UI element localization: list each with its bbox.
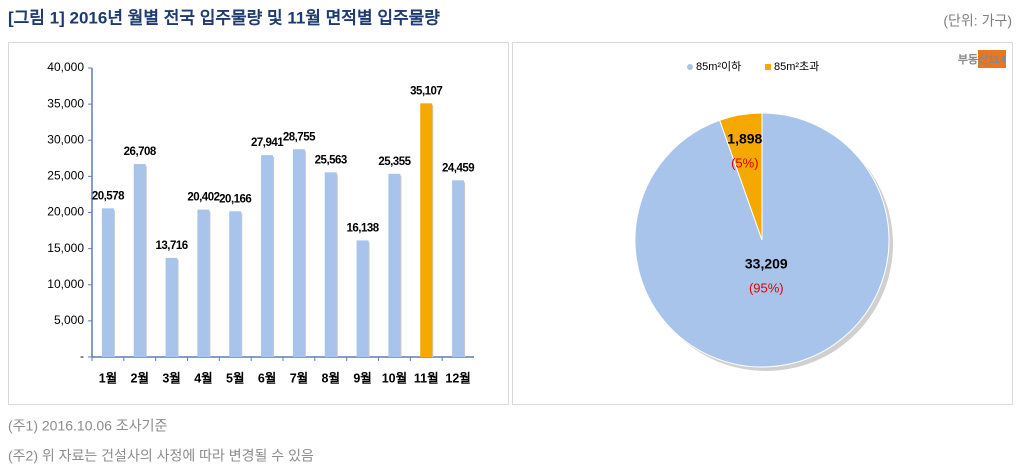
legend-label: 85m²이하 [696, 59, 741, 73]
bar [101, 208, 114, 357]
y-tick-label: 35,000 [47, 96, 84, 110]
note: (주1) 2016.10.06 조사기준 [8, 418, 167, 434]
x-tick-label: 10월 [382, 370, 407, 385]
figure-title: [그림 1] 2016년 월별 전국 입주물량 및 11월 면적별 입주물량 [8, 8, 440, 27]
x-tick-label: 8월 [322, 370, 340, 385]
x-tick-label: 9월 [353, 370, 371, 385]
data-label: 33,209 [745, 256, 788, 272]
bar [292, 149, 305, 357]
legend-swatch [765, 64, 771, 70]
x-tick-label: 11월 [414, 370, 439, 385]
bar [356, 240, 369, 357]
data-label: 13,716 [155, 240, 187, 252]
y-tick-label: 25,000 [47, 169, 84, 183]
data-label: 25,355 [378, 156, 411, 168]
bar [388, 173, 401, 357]
bar [133, 164, 146, 357]
bar [324, 172, 337, 357]
unit-label: (단위: 가구) [943, 13, 1012, 29]
x-tick-label: 1월 [99, 370, 117, 385]
data-label: 26,708 [124, 146, 157, 158]
x-tick-label: 3월 [162, 370, 180, 385]
data-label: 20,166 [219, 193, 251, 205]
pie-slice [719, 112, 763, 241]
x-tick-label: 2월 [131, 370, 149, 385]
data-label: 20,402 [187, 192, 219, 204]
data-label: 20,578 [92, 190, 125, 202]
x-tick-label: 7월 [290, 370, 308, 385]
logo-badge [978, 50, 1006, 68]
y-tick-label: 30,000 [47, 132, 84, 146]
x-tick-label: 5월 [226, 370, 244, 385]
legend-label: 85m²초과 [774, 60, 819, 73]
percent-label: (95%) [749, 280, 784, 295]
data-label: 25,563 [315, 154, 347, 166]
bar [261, 155, 274, 357]
data-label: 35,107 [410, 85, 442, 97]
x-tick-label: 12월 [445, 370, 470, 385]
data-label: 27,941 [251, 137, 284, 149]
percent-label: (5%) [731, 155, 758, 170]
data-label: 16,138 [346, 222, 379, 234]
y-tick-label: 40,000 [47, 60, 84, 74]
data-label: 1,898 [727, 131, 762, 147]
y-tick-label: 10,000 [47, 277, 84, 291]
legend-swatch [687, 64, 693, 70]
data-label: 24,459 [442, 162, 474, 174]
note: (주2) 위 자료는 건설사의 사정에 따라 변경될 수 있음 [8, 448, 314, 464]
bar [165, 257, 178, 357]
logo: 부동산114 [958, 52, 1007, 66]
data-label: 28,755 [283, 131, 316, 143]
bar [420, 103, 433, 357]
x-tick-label: 6월 [258, 370, 276, 385]
y-tick-label: 15,000 [47, 241, 84, 255]
bar [229, 211, 242, 357]
x-tick-label: 4월 [194, 370, 212, 385]
bar [197, 209, 210, 357]
y-tick-label: 20,000 [47, 205, 84, 219]
y-tick-label: 5,000 [54, 313, 84, 327]
bar [452, 180, 465, 357]
y-tick-label: - [80, 349, 84, 363]
